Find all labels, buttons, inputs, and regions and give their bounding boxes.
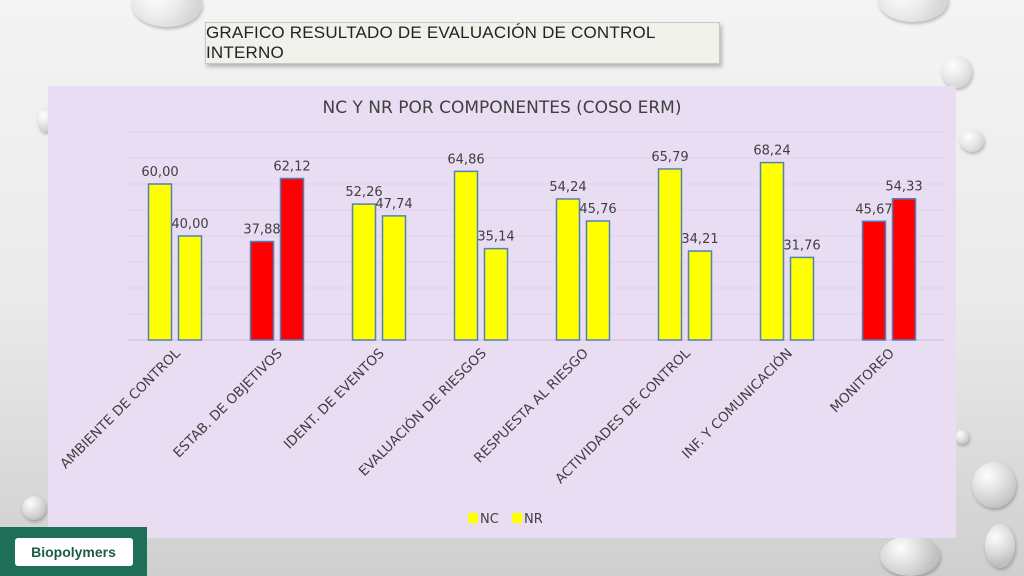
value-label: 52,26 (345, 185, 382, 200)
bar-nr (585, 220, 611, 341)
value-label: 54,33 (885, 180, 922, 195)
value-label: 60,00 (141, 165, 178, 180)
bar-nc (759, 161, 785, 341)
chart-panel: NC Y NR POR COMPONENTES (COSO ERM) 60,00… (48, 86, 956, 538)
water-drop-decoration (955, 430, 969, 444)
logo-badge: Biopolymers (14, 537, 133, 566)
legend-label: NR (524, 512, 543, 527)
value-label: 34,21 (681, 232, 718, 247)
water-drop-decoration (972, 462, 1016, 508)
category-label: MONITOREO (827, 346, 898, 417)
water-drop-decoration (132, 0, 202, 27)
value-label: 64,86 (447, 152, 484, 167)
water-drop-decoration (22, 496, 46, 520)
legend-swatch (512, 513, 522, 523)
bar-nc (453, 170, 479, 341)
value-label: 35,14 (477, 230, 514, 245)
category-label: ESTAB. DE OBJETIVOS (170, 346, 286, 462)
value-label: 65,79 (651, 150, 688, 165)
chart-bars (147, 161, 917, 341)
bar-nr (789, 256, 815, 341)
value-label: 68,24 (753, 144, 790, 159)
legend-label: NC (480, 512, 499, 527)
biopolymers-logo: Biopolymers (0, 527, 147, 576)
bar-nr (891, 197, 917, 341)
value-label: 45,67 (855, 202, 892, 217)
bar-chart: NC Y NR POR COMPONENTES (COSO ERM) 60,00… (57, 98, 944, 527)
value-label: 62,12 (273, 159, 310, 174)
bar-nr (483, 247, 509, 341)
category-label: RESPUESTA AL RIESGO (471, 346, 592, 467)
bar-nc (657, 168, 683, 341)
water-drop-decoration (880, 536, 940, 576)
bar-nc (351, 203, 377, 341)
bar-nr (279, 177, 305, 341)
water-drop-decoration (960, 130, 984, 152)
category-label: IDENT. DE EVENTOS (281, 346, 388, 453)
category-label: AMBIENTE DE CONTROL (57, 345, 184, 472)
chart-title: NC Y NR POR COMPONENTES (COSO ERM) (323, 98, 682, 118)
water-drop-decoration (985, 524, 1015, 568)
bar-nc (861, 220, 887, 341)
chart-legend: NC NR (468, 512, 543, 527)
value-label: 54,24 (549, 180, 586, 195)
slide-title-text: GRAFICO RESULTADO DE EVALUACIÓN DE CONTR… (206, 23, 655, 62)
slide-title: GRAFICO RESULTADO DE EVALUACIÓN DE CONTR… (205, 22, 720, 64)
bar-nr (177, 235, 203, 341)
value-label: 31,76 (783, 238, 820, 253)
value-label: 37,88 (243, 223, 280, 238)
bar-nr (687, 250, 713, 341)
legend-swatch (468, 513, 478, 523)
bar-nr (381, 215, 407, 341)
water-drop-decoration (878, 0, 948, 22)
value-label: 47,74 (375, 197, 412, 212)
bar-nc (249, 240, 275, 341)
value-label: 45,76 (579, 202, 616, 217)
bar-nc (147, 183, 173, 341)
category-label: INF. Y COMUNICACIÓN (678, 344, 796, 462)
logo-text: Biopolymers (31, 543, 116, 560)
water-drop-decoration (942, 56, 972, 88)
bar-nc (555, 198, 581, 341)
value-label: 40,00 (171, 217, 208, 232)
